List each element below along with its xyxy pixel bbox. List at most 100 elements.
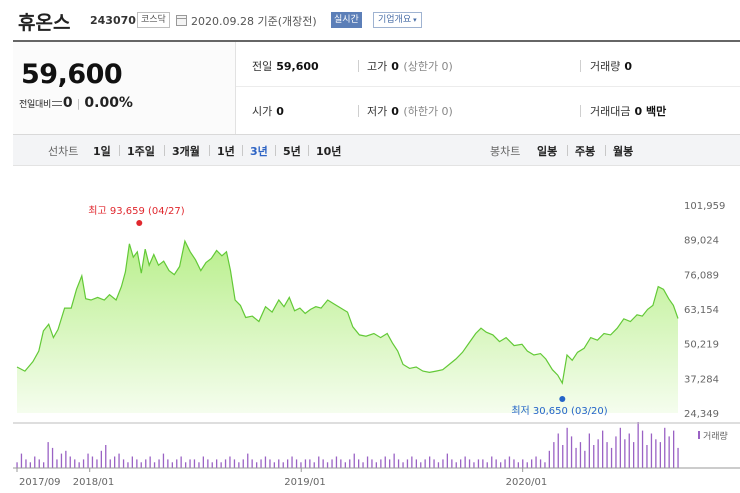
volume-bar bbox=[87, 453, 89, 468]
stock-code: 243070 bbox=[90, 14, 136, 27]
volume-bar bbox=[531, 459, 533, 468]
y-tick-label: 63,154 bbox=[684, 305, 719, 316]
x-tick-label: 2019/01 bbox=[284, 477, 326, 488]
volume-bar bbox=[655, 439, 657, 469]
tab-1d[interactable]: 1일 bbox=[93, 145, 111, 158]
volume-bar bbox=[100, 450, 102, 469]
volume-bar bbox=[122, 459, 125, 468]
volume-bar bbox=[193, 459, 196, 468]
tab-daily-candle[interactable]: 일봉 bbox=[537, 145, 558, 158]
x-tick-label: 2020/01 bbox=[506, 477, 548, 488]
volume-bar bbox=[477, 459, 480, 468]
volume-bar bbox=[136, 459, 138, 468]
volume-bar bbox=[349, 459, 351, 468]
realtime-badge[interactable]: 실시간 bbox=[331, 12, 362, 28]
volume-bar bbox=[47, 442, 49, 468]
trade-value: 0 백만 bbox=[634, 105, 667, 118]
volume-bar bbox=[593, 445, 595, 468]
volume-bar bbox=[216, 459, 218, 468]
volume-bar bbox=[517, 462, 519, 469]
volume-bar bbox=[326, 462, 329, 469]
volume-bar bbox=[287, 459, 289, 468]
change-percent: 0.00% bbox=[84, 95, 133, 111]
volume-bar bbox=[526, 462, 528, 469]
volume-bar bbox=[309, 459, 311, 468]
volume-bar bbox=[353, 453, 355, 468]
info-divider bbox=[358, 60, 359, 72]
volume-cell: 거래량 0 bbox=[590, 58, 632, 74]
price-change-row: 전일대비 0 | 0.00% bbox=[19, 95, 133, 111]
volume-bar bbox=[91, 456, 94, 468]
price-line bbox=[16, 239, 679, 385]
volume-bar bbox=[105, 445, 107, 468]
volume-bar bbox=[340, 459, 342, 468]
tab-1y[interactable]: 1년 bbox=[217, 145, 235, 158]
y-tick-label: 37,284 bbox=[684, 374, 719, 385]
volume-bar bbox=[60, 453, 63, 468]
tab-5y[interactable]: 5년 bbox=[283, 145, 301, 158]
volume-bar bbox=[96, 459, 98, 468]
prev-close-label: 전일 bbox=[252, 60, 273, 73]
header-divider bbox=[13, 40, 740, 42]
volume-bar bbox=[43, 462, 45, 469]
open-value: 0 bbox=[276, 105, 284, 118]
volume-bar bbox=[455, 462, 457, 469]
volume-bar bbox=[548, 450, 550, 469]
tab-1w[interactable]: 1주일 bbox=[127, 145, 155, 158]
volume-bar bbox=[127, 462, 129, 469]
volume-bar bbox=[198, 462, 200, 469]
company-overview-label: 기업개요 bbox=[378, 15, 412, 25]
x-tick-label: 2018/01 bbox=[73, 477, 115, 488]
high-value: 0 bbox=[391, 60, 399, 73]
current-price-box: 59,600 전일대비 0 | 0.00% bbox=[13, 42, 236, 134]
price-panel: 59,600 전일대비 0 | 0.00% 전일 59,600 고가 0 (상한가 0) … bbox=[13, 42, 740, 134]
tab-divider bbox=[209, 145, 210, 156]
volume-bar bbox=[624, 439, 626, 469]
volume-bar bbox=[176, 459, 178, 468]
volume-bar bbox=[575, 447, 577, 468]
volume-bar bbox=[189, 459, 191, 468]
volume-bar bbox=[118, 453, 120, 468]
volume-bar bbox=[282, 462, 284, 469]
company-overview-button[interactable]: 기업개요 ▾ bbox=[373, 12, 422, 28]
volume-bar bbox=[619, 427, 621, 469]
volume-bar bbox=[278, 459, 280, 468]
volume-bar bbox=[260, 459, 262, 468]
volume-bar bbox=[500, 462, 502, 469]
tab-divider bbox=[605, 145, 606, 156]
tab-weekly-candle[interactable]: 주봉 bbox=[575, 145, 596, 158]
volume-bar bbox=[38, 459, 40, 468]
volume-bar bbox=[82, 459, 85, 468]
volume-bar bbox=[491, 456, 493, 468]
volume-bar bbox=[167, 459, 169, 468]
volume-bar bbox=[508, 456, 511, 468]
current-price: 59,600 bbox=[21, 59, 123, 90]
volume-bar bbox=[566, 427, 568, 469]
low-point-marker bbox=[559, 396, 566, 402]
flat-change-icon bbox=[51, 100, 62, 106]
market-badge: 코스닥 bbox=[137, 12, 170, 28]
tab-3m[interactable]: 3개월 bbox=[172, 145, 200, 158]
volume-bar bbox=[256, 462, 258, 469]
volume-bar bbox=[451, 459, 453, 468]
open-cell: 시가 0 bbox=[252, 103, 284, 119]
stock-header: 휴온스 243070 코스닥 2020.09.28 기준(개장전) 실시간 기업… bbox=[0, 0, 740, 40]
y-tick-label: 76,089 bbox=[684, 270, 719, 281]
volume-bar bbox=[366, 456, 369, 468]
tab-10y[interactable]: 10년 bbox=[316, 145, 342, 158]
volume-bar bbox=[606, 442, 608, 468]
tab-monthly-candle[interactable]: 월봉 bbox=[613, 145, 634, 158]
volume-bar bbox=[473, 462, 475, 469]
volume-bar bbox=[25, 459, 27, 468]
volume-bar bbox=[171, 462, 173, 469]
volume-bar bbox=[415, 459, 417, 468]
high-label: 고가 bbox=[367, 60, 388, 73]
volume-bar bbox=[318, 456, 320, 468]
volume-bar bbox=[429, 456, 431, 468]
volume-bar bbox=[522, 459, 524, 468]
volume-bar bbox=[584, 450, 586, 469]
tab-3y[interactable]: 3년 bbox=[250, 145, 268, 158]
price-chart: 거래량 101,959 89,024 76,089 63,154 50,219 37,28… bbox=[13, 166, 740, 493]
volume-bar bbox=[646, 445, 648, 468]
volume-bar bbox=[247, 453, 249, 468]
